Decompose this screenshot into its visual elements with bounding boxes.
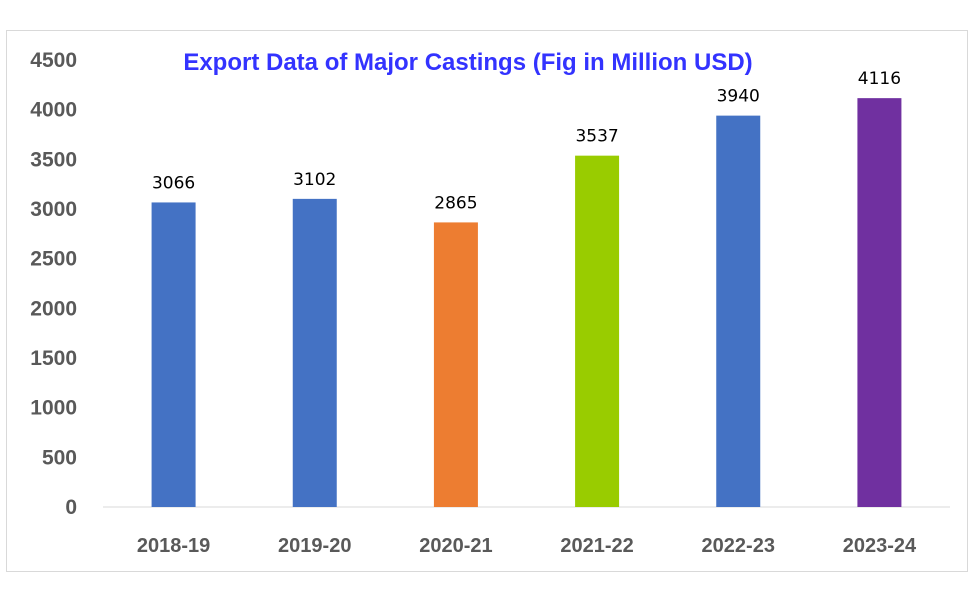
y-tick-label: 2500 bbox=[30, 248, 77, 271]
x-tick-label: 2022-23 bbox=[702, 535, 775, 557]
data-label: 4116 bbox=[858, 69, 901, 89]
y-tick-label: 2000 bbox=[30, 297, 77, 320]
value-labels-group: 3066 3102 2865 3537 3940 4116 bbox=[152, 69, 901, 213]
bar bbox=[433, 222, 478, 507]
y-tick-label: 1000 bbox=[30, 397, 77, 420]
bar bbox=[857, 98, 902, 508]
bar bbox=[292, 198, 337, 508]
chart-title: Export Data of Major Castings (Fig in Mi… bbox=[183, 49, 752, 76]
y-tick-label: 4000 bbox=[30, 99, 77, 122]
data-label: 3940 bbox=[717, 87, 760, 107]
bar bbox=[151, 202, 196, 507]
x-tick-label: 2019-20 bbox=[278, 535, 351, 557]
bars-group bbox=[151, 98, 902, 508]
x-axis-ticks: 2018-19 2019-20 2020-21 2021-22 2022-23 2023-… bbox=[137, 535, 917, 557]
x-tick-label: 2023-24 bbox=[843, 535, 917, 557]
y-axis-ticks: 0 500 1000 1500 2000 2500 3000 3500 4000 4500 bbox=[30, 49, 77, 519]
data-label: 3102 bbox=[293, 170, 336, 190]
data-label: 3537 bbox=[575, 127, 618, 147]
y-tick-label: 3000 bbox=[30, 198, 77, 221]
y-tick-label: 0 bbox=[65, 496, 77, 519]
y-tick-label: 4500 bbox=[30, 49, 77, 72]
bar bbox=[716, 115, 761, 508]
bar bbox=[575, 155, 620, 507]
x-tick-label: 2020-21 bbox=[419, 535, 492, 557]
y-tick-label: 1500 bbox=[30, 347, 77, 370]
y-tick-label: 3500 bbox=[30, 148, 77, 171]
data-label: 2865 bbox=[434, 193, 477, 213]
x-tick-label: 2018-19 bbox=[137, 535, 210, 557]
data-label: 3066 bbox=[152, 173, 195, 193]
y-tick-label: 500 bbox=[42, 446, 77, 469]
x-tick-label: 2021-22 bbox=[560, 535, 633, 557]
